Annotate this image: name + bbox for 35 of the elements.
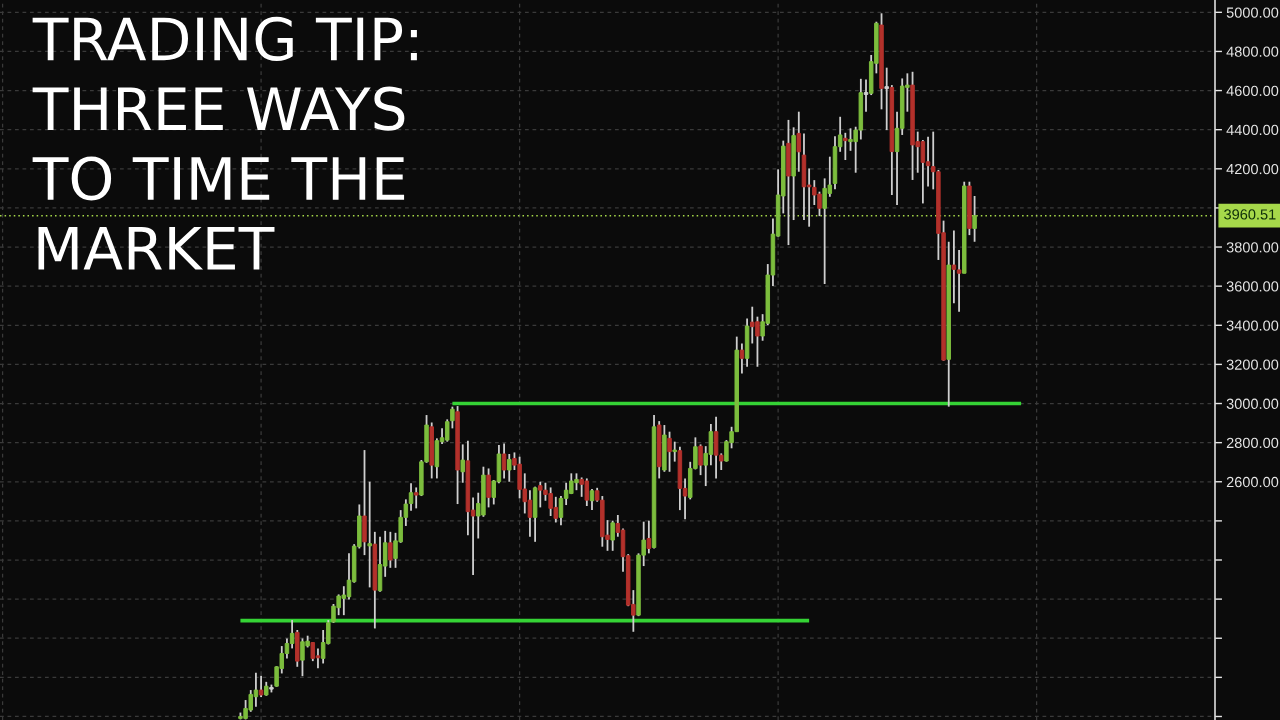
candlestick: [884, 66, 889, 131]
y-tick-label: 2600.00: [1226, 476, 1279, 488]
y-tick-label: 4400.00: [1226, 124, 1279, 136]
candlestick: [501, 442, 507, 480]
y-tick-label: 5000.00: [1226, 7, 1279, 18]
candlestick: [507, 453, 512, 483]
candlestick: [667, 430, 672, 473]
candlestick: [843, 131, 848, 161]
candlestick: [460, 443, 465, 484]
candlestick: [951, 229, 957, 305]
candlestick: [863, 78, 869, 113]
y-tick-label: 4800.00: [1226, 46, 1279, 57]
candlestick: [289, 619, 295, 650]
y-tick-label: 3800.00: [1226, 242, 1279, 253]
y-tick-label: 3000.00: [1226, 398, 1279, 409]
candlestick: [972, 195, 977, 243]
y-tick-label: 3600.00: [1226, 281, 1279, 292]
y-tick-label: 4200.00: [1226, 163, 1279, 175]
candlestick: [367, 480, 372, 589]
candlestick: [589, 488, 595, 512]
ref-line-label: 3960.51: [1224, 209, 1276, 220]
candlestick: [258, 674, 264, 698]
y-tick-label: 2800.00: [1226, 437, 1279, 449]
candlestick: [610, 519, 615, 552]
y-tick-label: 3200.00: [1226, 359, 1279, 370]
candlestick: [486, 467, 491, 509]
candlestick: [739, 342, 745, 375]
candlestick: [310, 641, 316, 663]
candlestick: [698, 443, 703, 477]
candlestick: [413, 486, 419, 510]
candlestick: [672, 440, 677, 463]
y-tick-label: 3400.00: [1226, 320, 1279, 331]
text: TRADING TIP: THREE WAYS TO TIME THE MARKET: [32, 16, 417, 270]
candlestick: [388, 530, 393, 569]
y-tick-label: 4600.00: [1226, 85, 1279, 96]
